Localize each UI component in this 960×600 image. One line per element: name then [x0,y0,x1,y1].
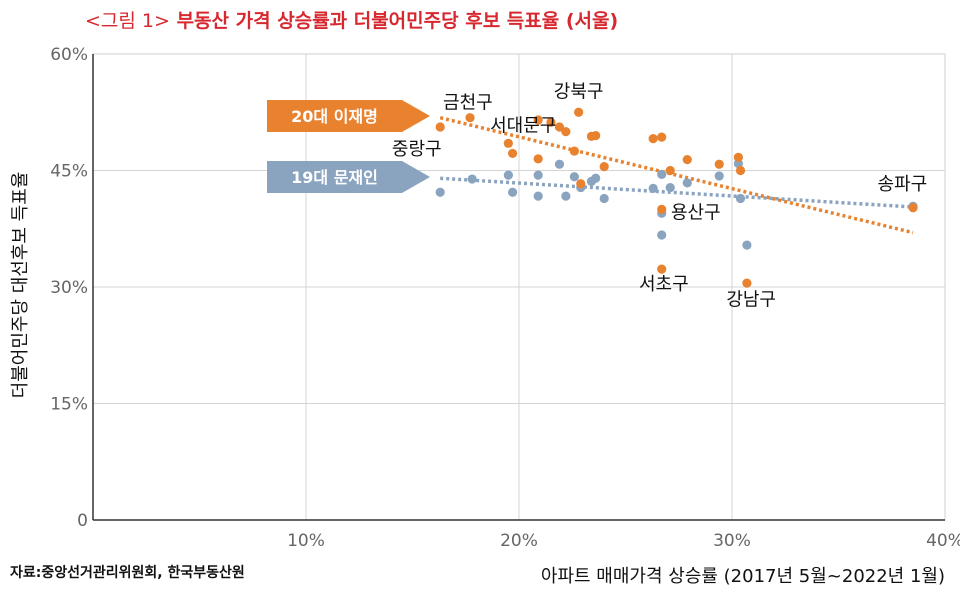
data-point [665,165,675,176]
data-point [465,113,475,123]
data-point [533,115,543,125]
x-tick-label: 30% [713,531,751,551]
data-point [735,193,746,204]
data-point [546,117,556,127]
data-point [533,154,543,164]
y-tick-label: 0 [77,511,88,531]
data-point [591,130,601,141]
legend-tag [267,161,430,193]
data-point [714,171,724,181]
point-annotation: 중랑구 [392,139,442,160]
data-point [682,178,692,188]
data-point [561,127,571,137]
data-point [657,230,667,240]
y-axis-title: 더불어민주당 대선후보 득표율 [10,172,31,399]
data-point [533,170,543,180]
data-point [648,134,658,144]
x-tick-label: 40% [926,531,960,551]
data-point [733,152,743,162]
y-tick-label: 45% [50,162,88,182]
x-axis-title: 아파트 매매가격 상승률 (2017년 5월~2022년 1월) [541,566,945,587]
data-point [742,240,752,250]
legend-tag [267,100,430,132]
data-point [508,187,518,197]
data-point [908,203,918,213]
y-tick-label: 30% [50,278,88,298]
y-tick-label: 15% [50,395,88,415]
data-point [503,138,513,148]
data-point [569,172,579,182]
point-annotation: 용산구 [671,203,721,224]
data-point [599,162,609,172]
data-point [591,173,601,183]
data-point [508,148,518,159]
data-point [665,182,675,193]
data-point [648,183,658,193]
data-point [682,155,692,165]
data-point [435,187,445,197]
data-point [574,107,584,117]
data-point [576,179,586,189]
point-annotation: 서초구 [639,274,689,295]
x-tick-label: 10% [287,531,325,551]
data-point [657,169,667,179]
point-annotation: 강북구 [554,81,604,102]
title-text: 부동산 가격 상승률과 더불어민주당 후보 득표율 (서울) [176,10,619,32]
data-point [569,146,579,156]
point-annotation: 송파구 [878,174,928,195]
legend-label: 19대 문재인 [291,168,378,187]
data-point [657,132,667,142]
x-tick-label: 20% [500,531,538,551]
point-annotation: 강남구 [726,290,776,311]
data-point [533,191,543,201]
y-tick-label: 60% [50,45,88,65]
point-annotation: 서대문구 [490,116,556,137]
data-point [714,159,724,169]
data-point [561,191,571,201]
legend-label: 20대 이재명 [291,107,378,126]
data-point [735,165,746,176]
data-point [599,193,609,204]
data-point [657,264,667,274]
chart-title: <그림 1> 부동산 가격 상승률과 더불어민주당 후보 득표율 (서울) [85,6,618,33]
trend-line [440,176,914,209]
figure-number: <그림 1> [85,10,170,32]
data-source: 자료:중앙선거관리위원회, 한국부동산원 [10,565,245,581]
data-point [435,122,445,132]
data-point [554,122,565,132]
data-point [503,170,513,180]
data-point [554,159,565,169]
data-point [742,278,752,288]
point-annotation: 금천구 [443,92,493,113]
data-point [467,174,477,184]
data-point [657,204,667,214]
